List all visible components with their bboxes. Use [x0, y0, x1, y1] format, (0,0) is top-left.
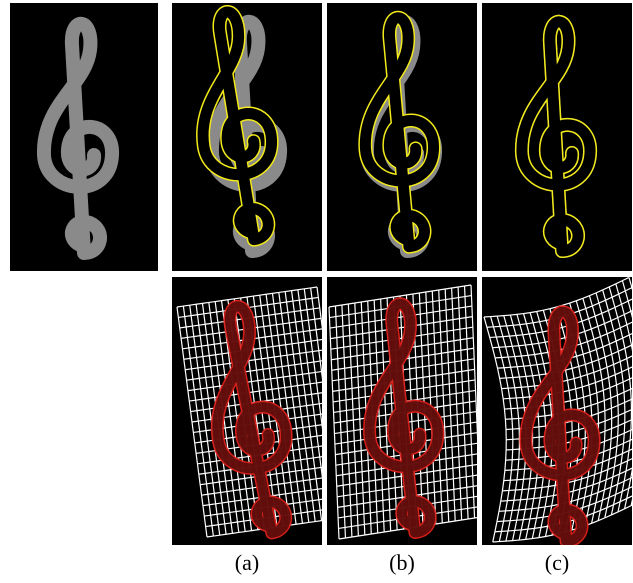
yellow-contour-b [358, 10, 441, 254]
source-treble-clef [36, 16, 119, 260]
red-contour-c [519, 305, 601, 545]
source-shape-panel [10, 3, 158, 271]
caption-c: (c) [544, 550, 570, 575]
top-panel-a [172, 3, 322, 271]
bottom-panel-b [327, 277, 477, 545]
caption-a: (a) [234, 550, 260, 575]
clef-contour-c-image [514, 14, 597, 258]
bottom-panel-c [482, 277, 632, 545]
top-panel-b [327, 3, 477, 271]
deformation-grid-c-image [483, 277, 632, 545]
red-contour-a [210, 300, 293, 540]
deformation-grid-a [176, 286, 322, 538]
top-panel-c [482, 3, 632, 271]
deformation-grid-a-image [176, 286, 322, 540]
clef-contour-a-image [196, 5, 287, 258]
yellow-contour-a [196, 5, 279, 247]
yellow-contour-c [514, 14, 597, 258]
source-treble-clef-image [36, 16, 119, 260]
red-contour-b [363, 297, 445, 539]
clef-contour-b-image [358, 10, 442, 258]
deformation-grid-b-image [328, 284, 477, 540]
caption-b: (b) [389, 550, 415, 575]
bottom-panel-a [172, 277, 322, 545]
